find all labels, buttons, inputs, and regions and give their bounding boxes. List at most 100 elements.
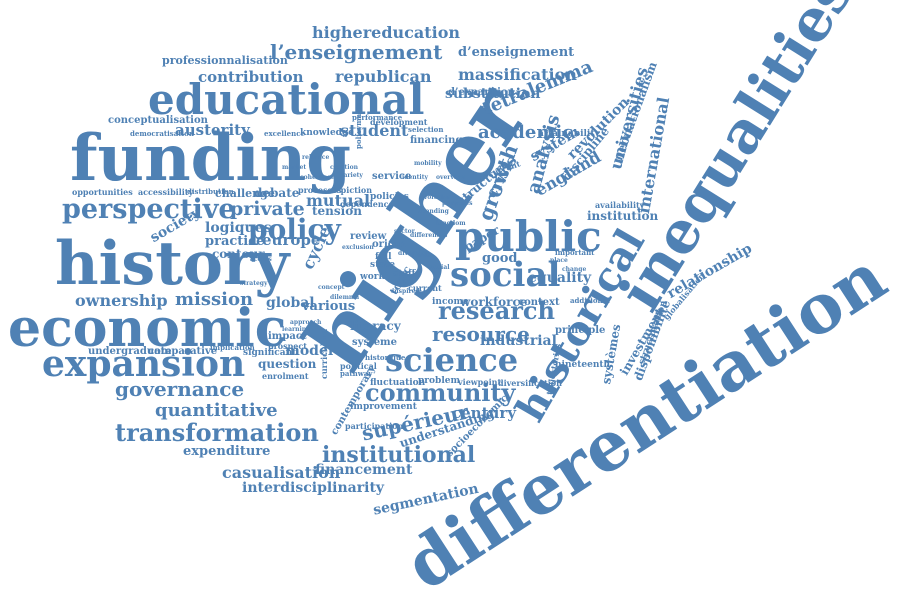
word-casualisation: casualisation	[222, 463, 341, 483]
word-place: place	[550, 257, 568, 265]
word-quantitative: quantitative	[155, 399, 278, 421]
word-logiques: logiques	[205, 219, 272, 236]
word-accessibility: accessibility	[138, 186, 194, 197]
word-prospect: prospect	[268, 340, 307, 351]
word-dependence: dependence	[340, 198, 394, 209]
word-pathway: pathway	[340, 369, 373, 379]
word-diversification: diversification	[498, 377, 562, 388]
word-market: market	[282, 164, 307, 172]
word-diversity: diversity	[398, 250, 427, 258]
word-institution: institution	[587, 209, 659, 224]
word-contour: contour	[212, 247, 265, 262]
word-historique: historique	[365, 353, 406, 363]
word-kingdom: kingdom	[436, 220, 466, 228]
word-research: research	[438, 295, 555, 325]
word-mobility: mobility	[414, 160, 442, 168]
word-staff: staff	[393, 268, 416, 279]
word-participation: participation	[345, 420, 404, 431]
word-distribution: distribution	[187, 187, 234, 197]
word-impact: impact	[268, 331, 307, 342]
word-overview: overview	[436, 174, 466, 182]
word-evolution: evolution	[420, 194, 452, 202]
word-differences: differences	[410, 232, 448, 240]
word-ownership: ownership	[75, 291, 168, 311]
word-debate: debate	[254, 186, 300, 201]
word-access: access	[250, 256, 272, 264]
word-work: work	[360, 271, 385, 282]
word-global: global	[266, 294, 315, 311]
word-democratisation: democratisation	[130, 129, 194, 139]
word-current: current	[408, 282, 442, 293]
word-context: context	[518, 297, 560, 308]
word-financing: financing	[410, 135, 463, 146]
word-governance: governance	[115, 377, 245, 401]
word-performance: performance	[352, 113, 403, 123]
word-mission: mission	[175, 288, 254, 310]
word-social-2: social	[430, 264, 450, 272]
word-student: student	[340, 121, 409, 141]
word-comparative: comparative	[148, 346, 218, 357]
word-income: income	[432, 296, 469, 307]
word-development: development	[370, 116, 428, 127]
word-substitution: substitution	[445, 85, 541, 102]
word-various: various	[302, 298, 356, 314]
word-selection: selection	[408, 125, 444, 135]
word-attainability: attainability	[538, 128, 600, 139]
word-concept: concept	[318, 284, 345, 292]
word-resource: resource	[432, 322, 530, 346]
word-policies: policies	[370, 191, 409, 202]
word-perspective: perspective	[62, 194, 236, 226]
word-curriculum: curriculum	[319, 328, 329, 379]
word-political: political	[340, 360, 377, 371]
word-change: change	[562, 266, 587, 274]
word-highereducation: highereducation	[312, 23, 461, 43]
word-mutual: mutual	[306, 191, 371, 211]
word-state: state	[370, 259, 395, 270]
word-institutional: institutional	[322, 442, 476, 469]
word-funding: funding	[70, 120, 351, 196]
word-enrolment: enrolment	[262, 370, 309, 381]
word-l-enseignement: l’enseignement	[270, 40, 443, 64]
word-significant: significant	[243, 347, 297, 358]
word-history: history	[55, 229, 290, 299]
word-knowledge: knowledge	[300, 127, 354, 138]
word-equality: equality	[528, 269, 592, 286]
word-strategy: strategy	[240, 280, 268, 288]
word-reliance: reliance	[302, 154, 330, 162]
word-financement: financement	[315, 461, 413, 478]
word-massification: massification	[458, 65, 577, 85]
word-expansion: expansion	[42, 343, 246, 386]
word-fall: fall	[375, 251, 392, 262]
word-variety: variety	[340, 172, 363, 180]
word-systeme: système	[352, 337, 397, 348]
word-implication: implication	[210, 343, 255, 353]
word-nineteenth: nineteenth	[555, 359, 611, 370]
word-tension: tension	[312, 204, 362, 219]
word-principle: principle	[555, 325, 606, 336]
word-economic: economic	[8, 298, 287, 360]
word-industrial: industrial	[480, 332, 557, 349]
word-fluctuation: fluctuation	[370, 377, 426, 388]
word-exclusion: exclusion	[342, 244, 374, 252]
word-approach: approach	[290, 319, 322, 327]
word-challenge: challenge	[215, 187, 275, 201]
word-educational: educational	[148, 75, 425, 125]
word-model: model	[285, 342, 334, 359]
word-century: century	[452, 404, 517, 422]
word-dilemma: dilemma	[330, 294, 360, 302]
word-spending: spending	[418, 208, 449, 216]
word-identity: identity	[402, 174, 428, 182]
word-policy: policy	[248, 212, 341, 246]
word-availability: availability	[595, 199, 645, 210]
word-origin: origin	[372, 239, 406, 250]
word-improvement: improvement	[350, 401, 417, 412]
word-review: review	[350, 231, 387, 242]
word-d-enseignement: d’enseignement	[458, 44, 575, 60]
word-conceptualisation: conceptualisation	[108, 115, 208, 126]
word-workforce: workforce	[460, 295, 528, 310]
word-professionnalisation: professionnalisation	[162, 54, 288, 68]
word-republican: republican	[335, 67, 432, 87]
word-depiction: depiction	[330, 184, 373, 195]
word-excellence: excellence	[264, 129, 305, 139]
word-d-expansion: d’expansion	[448, 87, 515, 98]
